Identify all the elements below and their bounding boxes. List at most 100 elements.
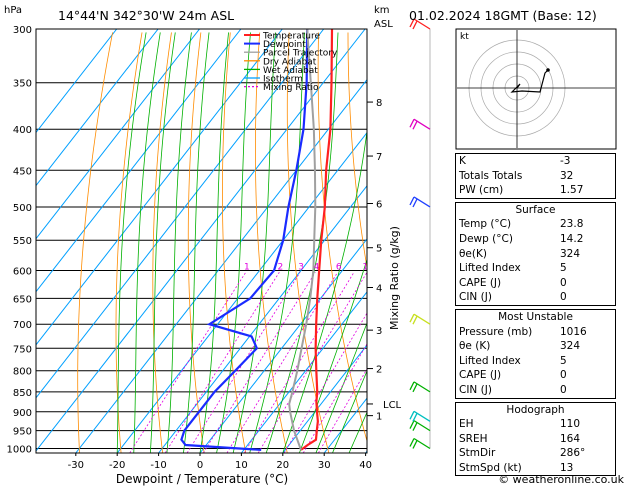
mixing-ratio-line (202, 272, 316, 453)
temp-tick-label: -30 (68, 460, 84, 471)
row-label: StmDir (459, 447, 496, 460)
wind-barb-flag (412, 422, 418, 431)
legend-label: Dewpoint (263, 40, 306, 50)
mixing-ratio-line (283, 312, 367, 453)
pressure-tick-label: 650 (13, 294, 32, 305)
wet-adiabat-line (149, 32, 176, 453)
datetime-title: 01.02.2024 18GMT (Base: 12) (409, 8, 597, 23)
legend-label: Dry Adiabat (263, 57, 317, 67)
index-value: -3 (560, 155, 571, 167)
wind-barb (413, 437, 431, 450)
legend-label: Mixing Ratio (263, 83, 319, 93)
index-row-tt: Totals Totals 32 (459, 169, 612, 184)
asl-label: ASL (374, 19, 393, 30)
mu-row: Lifted Index 5 (459, 354, 612, 369)
index-row-pw: PW (cm) 1.57 (459, 183, 612, 198)
hodograph-stats-box: Hodograph EH 110 SREH 164 StmDir 286° StmSp… (455, 401, 616, 477)
legend-label: Wet Adiabat (263, 66, 318, 76)
row-value: 110 (560, 418, 581, 431)
mixing-ratio-label: 25 (419, 263, 430, 273)
wind-barb-flag (412, 20, 418, 30)
pressure-tick-label: 800 (13, 367, 32, 378)
wind-barb-flag (412, 315, 418, 325)
mixing-ratio-label: 10 (362, 263, 374, 273)
index-value: 32 (560, 169, 574, 182)
mixing-ratio-label: 2 (278, 263, 284, 273)
row-value: 0 (560, 276, 567, 289)
isotherm-line (36, 29, 325, 399)
isotherm-line (36, 29, 118, 134)
temp-tick-label: 30 (318, 460, 331, 471)
isotherm-line (36, 29, 366, 452)
wind-barb-flag (412, 383, 418, 393)
isotherm-line (199, 238, 367, 453)
x-axis-label: Dewpoint / Temperature (°C) (116, 472, 288, 486)
wet-adiabat-line (133, 32, 161, 453)
location-title: 14°44'N 342°30'W 24m ASL (58, 8, 234, 23)
wet-adiabat-line (116, 32, 147, 453)
row-label: Pressure (mb) (459, 325, 533, 338)
plot-frame (35, 28, 368, 454)
series-dewpoint (180, 29, 309, 451)
temp-tick-label: -20 (109, 460, 125, 471)
wet-adiabat-line (315, 321, 367, 453)
wet-adiabat-line (332, 370, 367, 453)
wind-barb-flag (412, 440, 418, 449)
isotherm-line (36, 29, 242, 293)
row-label: StmSpd (kt) (459, 461, 522, 474)
row-label: Lifted Index (459, 354, 521, 367)
row-label: CAPE (J) (459, 276, 502, 289)
isotherm-line (282, 344, 367, 453)
pressure-tick-label: 550 (13, 236, 32, 247)
wind-barb (413, 313, 431, 325)
wind-barb-flag (412, 120, 418, 130)
row-value: 13 (560, 461, 574, 474)
mixing-ratio-line (226, 272, 338, 453)
row-label: CAPE (J) (459, 369, 502, 382)
legend-label: Temperature (262, 32, 320, 42)
pressure-tick-label: 900 (13, 408, 32, 419)
hodograph-frame (455, 28, 617, 150)
hodograph-kt-label: kt (460, 32, 469, 42)
row-value: 324 (560, 340, 581, 353)
mixing-ratio-label: 3 (298, 263, 304, 273)
wind-barb-flag (409, 196, 415, 206)
row-label: Temp (°C) (459, 218, 512, 231)
wind-barb (413, 381, 431, 393)
mu-row: Pressure (mb) 1016 (459, 325, 612, 340)
wind-barb (413, 196, 431, 208)
mixing-ratio-line (257, 272, 367, 453)
wind-barb (413, 410, 431, 422)
temp-tick-label: 10 (235, 460, 248, 471)
wind-barb (413, 118, 431, 130)
dry-adiabat-line (255, 32, 288, 453)
surface-title: Surface (515, 203, 556, 216)
index-label: K (459, 155, 466, 167)
pressure-tick-label: 950 (13, 427, 32, 438)
wind-barb-flag (409, 411, 415, 420)
mixing-ratio-line (243, 272, 355, 453)
wind-barb-flag (409, 18, 415, 28)
dry-adiabat-line (286, 32, 330, 453)
mu-row: CIN (J) 0 (459, 383, 612, 398)
row-label: EH (459, 418, 474, 431)
row-value: 1016 (560, 325, 587, 338)
surface-row: Lifted Index 5 (459, 261, 612, 276)
dry-adiabat-line (152, 32, 172, 453)
mixing-ratio-line (186, 272, 301, 453)
dry-adiabat-line (187, 32, 205, 453)
temp-tick-label: 20 (276, 460, 289, 471)
hodograph-end-point (546, 68, 550, 72)
isotherm-line (158, 185, 367, 453)
km-tick-label: 5 (376, 244, 382, 255)
surface-row: Temp (°C) 23.8 (459, 217, 612, 232)
hodo-row: StmSpd (kt) 13 (459, 461, 612, 476)
mixing-ratio-line (164, 272, 280, 453)
row-value: 5 (560, 262, 567, 275)
mu-row: CAPE (J) 0 (459, 368, 612, 383)
mixing-ratio-label: 4 (314, 263, 320, 273)
isotherm-line (75, 78, 367, 453)
hodo-row: EH 110 (459, 417, 612, 432)
km-tick-label: 6 (376, 199, 382, 210)
